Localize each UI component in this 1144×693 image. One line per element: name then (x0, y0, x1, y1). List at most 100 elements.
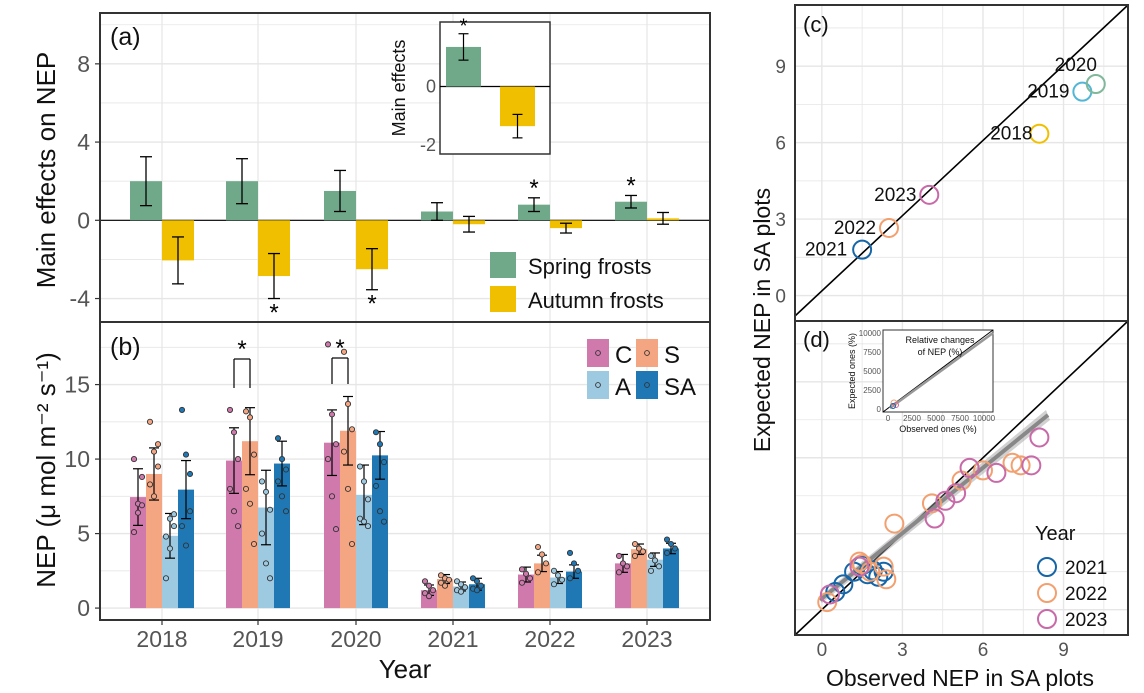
data-point (328, 411, 336, 418)
data-point (364, 496, 372, 503)
data-point (162, 533, 170, 540)
legend-marker-2023 (1037, 609, 1057, 629)
data-point (328, 493, 336, 500)
point-2022 (921, 493, 942, 514)
data-point (246, 500, 254, 507)
data-point (667, 540, 675, 548)
point-2023 (1029, 427, 1050, 448)
data-point (262, 560, 270, 567)
y-tick-label: 3 (775, 210, 786, 231)
bar-C (226, 460, 242, 609)
legend-marker-2022 (1037, 583, 1057, 603)
data-point (332, 441, 340, 448)
x-tick-label: 6 (978, 640, 989, 661)
data-point (356, 515, 364, 522)
point-2022 (849, 551, 870, 572)
data-point (534, 543, 542, 551)
inset-a-bars: * (440, 16, 550, 139)
inset-y-tick-label: 10000 (859, 329, 882, 338)
point-label-2018: 2018 (990, 124, 1032, 145)
data-point (639, 548, 647, 555)
bar-SA (663, 548, 679, 609)
data-point (566, 575, 574, 582)
data-point (266, 575, 274, 582)
y-tick-label: 0 (77, 595, 90, 621)
data-point (380, 518, 388, 525)
panel-d-label: (d) (803, 327, 830, 352)
legend-label-SA: SA (664, 374, 696, 401)
data-point (518, 566, 526, 573)
legend-label-autumn: Autumn frosts (528, 288, 664, 313)
significance-marker: * (529, 175, 538, 202)
panel-b-yticks: 0 5 10 15 (64, 372, 100, 621)
point-2023 (849, 556, 870, 577)
x-tick-label: 9 (1058, 640, 1069, 661)
data-point (226, 485, 234, 492)
bar-C (324, 442, 340, 609)
legend-label-C: C (615, 342, 632, 369)
data-point (166, 515, 174, 522)
panel-b-significance: * * (233, 335, 349, 388)
data-point (324, 341, 332, 348)
data-point (182, 451, 190, 458)
data-point (372, 429, 380, 436)
point-2022 (884, 513, 905, 534)
data-point (170, 511, 178, 518)
panel-b-xlabel: Year (379, 654, 432, 684)
y-tick-label: 4 (77, 129, 90, 155)
data-point (130, 456, 138, 463)
data-point (554, 572, 562, 579)
y-tick-label: 8 (77, 51, 90, 77)
data-point (234, 523, 242, 530)
data-point (429, 587, 437, 594)
data-point (671, 545, 679, 552)
x-tick-label: 2020 (330, 626, 381, 652)
legend-marker-2021 (1037, 557, 1057, 577)
panel-a-legend: Spring frosts Autumn frosts (490, 252, 664, 313)
data-point (186, 508, 194, 515)
inset-d-title-line2: of NEP (%) (918, 347, 963, 357)
x-tick-label: 0 (817, 640, 828, 661)
panel-a-inset: Main effects -2 0 * (389, 16, 551, 155)
data-point (154, 441, 162, 448)
data-point (473, 578, 481, 585)
data-point (242, 485, 250, 492)
data-point (477, 582, 485, 589)
data-point (344, 485, 352, 492)
legend-swatch-autumn (490, 286, 516, 312)
legend-swatch-spring (490, 252, 516, 278)
data-point (566, 549, 574, 557)
point-2023 (1021, 455, 1042, 476)
data-point (162, 575, 170, 582)
bar-S (437, 579, 453, 609)
point-2021 (833, 574, 854, 595)
data-point (150, 493, 158, 500)
data-point (558, 576, 566, 583)
y-tick-label: 5 (77, 521, 90, 547)
panel-d-xticks: 0 3 6 9 (817, 640, 1069, 661)
panel-b-bars (130, 341, 679, 609)
data-point (278, 456, 286, 463)
significance-marker: * (269, 300, 278, 327)
data-point (445, 576, 453, 583)
data-point (324, 456, 332, 463)
data-point (534, 569, 542, 576)
y-tick-label: 0 (775, 287, 786, 308)
panel-b-ylabel: NEP (μ mol m⁻² s⁻¹) (31, 352, 61, 588)
data-point (469, 575, 477, 582)
point-2020 (1085, 74, 1106, 94)
point-2018 (1029, 123, 1050, 144)
data-point (166, 545, 174, 552)
y-tick-label: 0 (77, 207, 90, 233)
point-2023 (986, 462, 1007, 483)
data-point (437, 579, 445, 586)
data-point (150, 448, 158, 455)
data-point (226, 406, 234, 413)
point-2022 (860, 561, 881, 582)
inset-x-tick-label: 2500 (903, 414, 921, 423)
point-2023 (946, 483, 967, 504)
bar-S (631, 549, 647, 609)
data-point (250, 451, 258, 458)
inset-x-tick-label: 7500 (951, 414, 969, 423)
inset-x-tick-label: 10000 (973, 414, 996, 423)
